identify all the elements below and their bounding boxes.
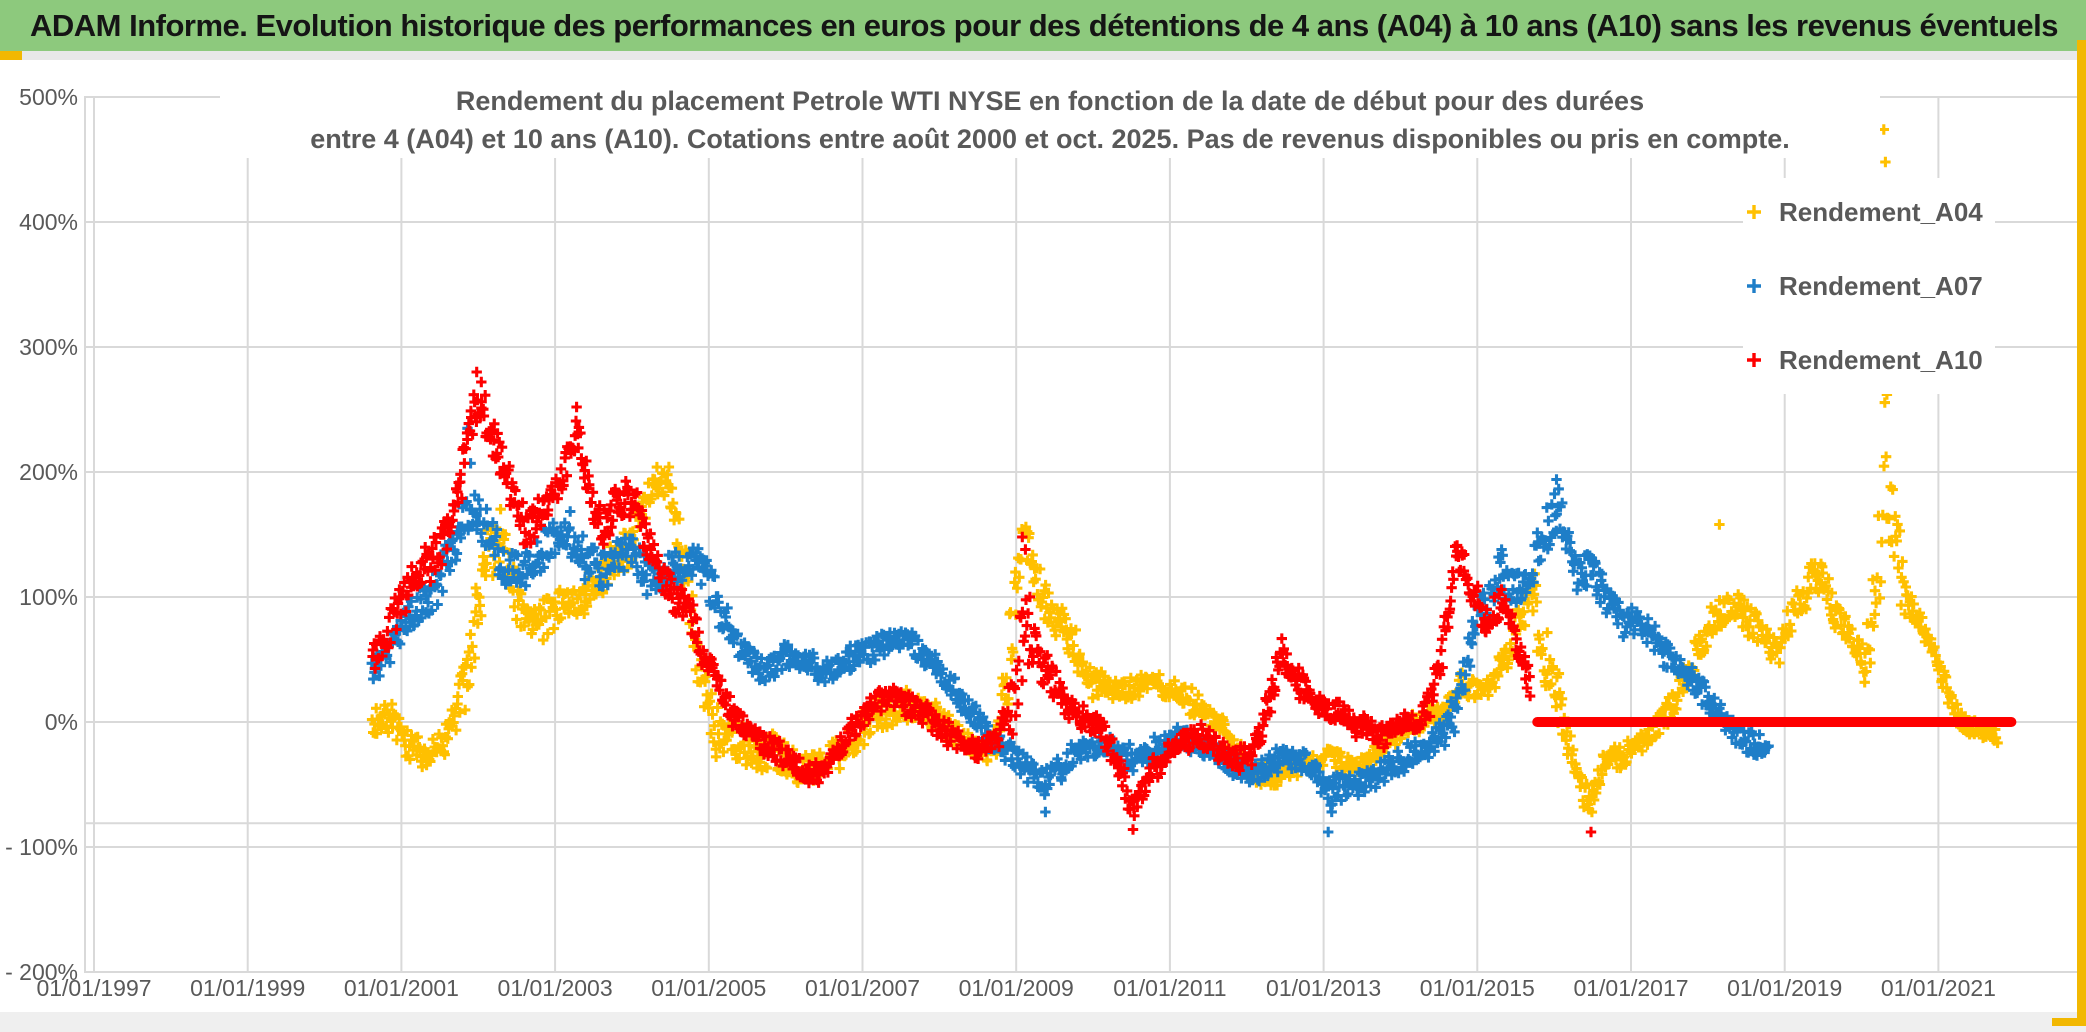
x-tick-label: 01/01/1999 <box>190 975 305 1001</box>
series-points-rendement_a07 <box>366 423 1774 838</box>
x-tick-label: 01/01/2017 <box>1573 975 1688 1001</box>
bottom-strip <box>0 1012 2086 1032</box>
y-tick-label: 100% <box>19 584 78 610</box>
legend-item-a07[interactable]: Rendement_A07 <box>1743 264 1995 308</box>
x-tick-label: 01/01/2007 <box>805 975 920 1001</box>
legend-label-a04: Rendement_A04 <box>1779 196 1983 227</box>
y-tick-label: 300% <box>19 334 78 360</box>
y-tick-label: 500% <box>19 84 78 110</box>
x-tick-label: 01/01/2011 <box>1113 975 1226 1001</box>
plus-marker-icon <box>1747 353 1761 367</box>
chart-title: Rendement du placement Petrole WTI NYSE … <box>220 82 1880 158</box>
x-tick-label: 01/01/2001 <box>344 975 459 1001</box>
x-tick-label: 01/01/2013 <box>1266 975 1381 1001</box>
y-tick-label: - 200% <box>5 959 78 985</box>
legend: Rendement_A04 Rendement_A07 Rendement_A1… <box>1743 178 1995 394</box>
x-tick-label: 01/01/1997 <box>36 975 151 1001</box>
axis-tick-labels: 500%400%300%200%100%0%- 100%- 200%01/01/… <box>5 84 1996 1001</box>
x-tick-label: 01/01/2005 <box>651 975 766 1001</box>
gold-corner-marker <box>0 51 22 60</box>
page-title: ADAM Informe. Evolution historique des p… <box>30 7 2059 43</box>
chart-title-line2: entre 4 (A04) et 10 ans (A10). Cotations… <box>310 124 1790 154</box>
x-tick-label: 01/01/2003 <box>498 975 613 1001</box>
x-tick-label: 01/01/2015 <box>1420 975 1535 1001</box>
gold-side-bar <box>2077 40 2086 1026</box>
chart-area: 500% 400% 300% 200% 100% 0% - 100% - 200% 01/01/… <box>0 60 2086 1012</box>
legend-item-a10[interactable]: Rendement_A10 <box>1743 338 1995 382</box>
y-tick-label: - 100% <box>5 834 78 860</box>
series-points-rendement_a10 <box>367 366 1597 838</box>
y-tick-label: 0% <box>45 709 78 735</box>
legend-label-a10: Rendement_A10 <box>1779 344 1983 375</box>
y-tick-label: 400% <box>19 209 78 235</box>
title-bar: ADAM Informe. Evolution historique des p… <box>0 0 2086 51</box>
legend-label-a07: Rendement_A07 <box>1779 270 1983 301</box>
x-tick-label: 01/01/2009 <box>959 975 1074 1001</box>
x-tick-label: 01/01/2021 <box>1881 975 1996 1001</box>
y-tick-label: 200% <box>19 459 78 485</box>
plus-marker-icon <box>1747 279 1761 293</box>
plus-marker-icon <box>1747 205 1761 219</box>
legend-item-a04[interactable]: Rendement_A04 <box>1743 190 1995 234</box>
subheader-strip <box>0 51 2086 60</box>
gold-side-bar-hook <box>2052 1018 2086 1026</box>
chart-title-line1: Rendement du placement Petrole WTI NYSE … <box>455 86 1645 116</box>
x-tick-label: 01/01/2019 <box>1727 975 1842 1001</box>
